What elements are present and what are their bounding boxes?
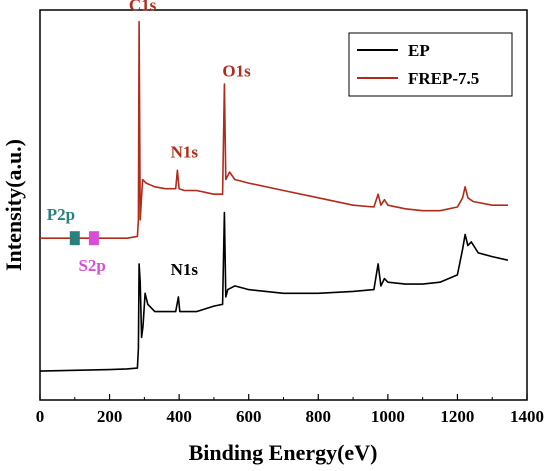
x-tick-label-0: 0 <box>36 407 45 426</box>
annotation-p2p-4: P2p <box>47 205 75 224</box>
series-group <box>39 20 509 372</box>
annotation-n1s-3: N1s <box>171 260 199 279</box>
legend-box <box>348 32 513 97</box>
x-axis-title: Binding Energy(eV) <box>189 440 378 465</box>
legend-label-frep: FREP-7.5 <box>408 69 479 88</box>
series-line-frep-7-5 <box>40 20 508 239</box>
x-tick-label-800: 800 <box>306 407 332 426</box>
x-tick-label-200: 200 <box>97 407 123 426</box>
series-line-ep <box>39 211 509 372</box>
y-axis-title: Intensity(a.u.) <box>1 139 26 271</box>
marker-group <box>69 231 99 246</box>
x-axis-ticks: 0 200 400 600 800 1000 1200 1400 <box>36 394 544 426</box>
legend-label-ep: EP <box>408 41 430 60</box>
annotation-c1s-0: C1s <box>129 0 157 15</box>
s2p-marker <box>88 231 99 246</box>
x-tick-label-1200: 1200 <box>440 407 474 426</box>
annotation-group: C1s O1s N1s N1s P2p S2p <box>47 0 251 279</box>
p2p-marker <box>69 231 80 246</box>
x-tick-label-1400: 1400 <box>510 407 544 426</box>
annotation-n1s-2: N1s <box>171 142 199 161</box>
x-tick-label-600: 600 <box>236 407 262 426</box>
annotation-o1s-1: O1s <box>222 62 251 81</box>
x-tick-label-1000: 1000 <box>371 407 405 426</box>
x-tick-label-400: 400 <box>166 407 192 426</box>
annotation-s2p-5: S2p <box>78 256 105 275</box>
legend: EP FREP-7.5 <box>348 32 513 97</box>
